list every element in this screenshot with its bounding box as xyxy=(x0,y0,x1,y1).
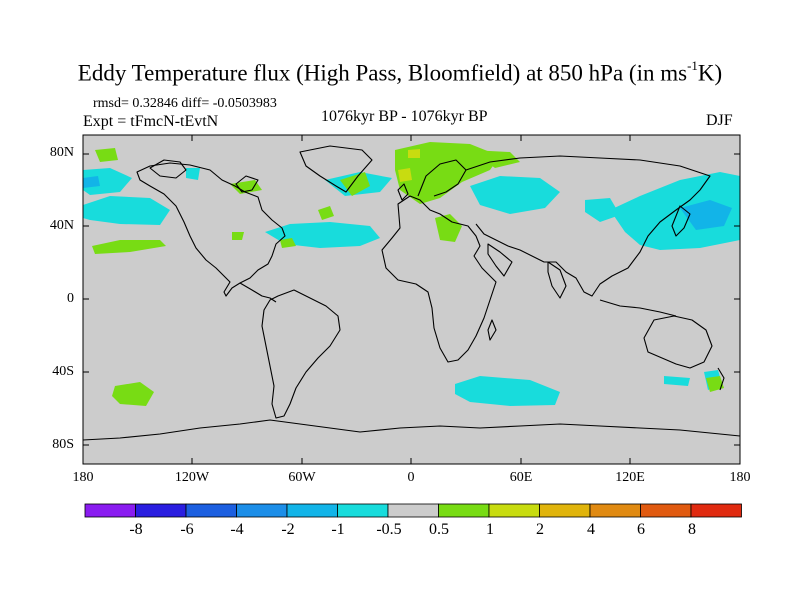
coastlines xyxy=(83,145,740,441)
lon-label-120e: 120E xyxy=(615,470,645,485)
central-asia-patch xyxy=(585,198,620,222)
north-america-coast xyxy=(136,162,286,297)
map-title: Eddy Temperature flux (High Pass, Bloomf… xyxy=(0,58,800,87)
season-label: DJF xyxy=(706,112,733,129)
india xyxy=(547,261,567,299)
europe-africa-coast xyxy=(381,195,497,363)
atlantic-green-patch xyxy=(318,206,334,220)
colorbar-label-neg6: -6 xyxy=(180,521,194,538)
alaska xyxy=(149,159,187,179)
australia-coast xyxy=(643,315,713,369)
title-end: K) xyxy=(697,60,723,86)
arctic-america-patch xyxy=(95,148,118,162)
canada-interior-green-patch xyxy=(232,232,244,240)
colorbar-box-6 xyxy=(387,503,439,518)
colorbar-label-neg8: -8 xyxy=(129,521,143,538)
colorbar-box-0 xyxy=(84,503,136,518)
colorbar-label-pos2: 2 xyxy=(536,521,544,538)
anomaly-fields xyxy=(83,142,740,441)
colorbar-label-pos1: 1 xyxy=(486,521,494,538)
alaska-patch xyxy=(186,168,200,180)
experiment-label: Expt = tFmcN-tEvtN xyxy=(83,113,219,130)
scandinavia-core-patch xyxy=(398,168,412,182)
colorbar-box-11 xyxy=(640,503,692,518)
n-pacific-green-band xyxy=(92,240,166,254)
title-superscript: -1 xyxy=(687,58,698,73)
colorbar-box-12 xyxy=(690,503,742,518)
colorbar-label-neg05: -0.5 xyxy=(376,521,402,538)
title-main: Eddy Temperature flux (High Pass, Bloomf… xyxy=(77,60,688,86)
lat-label-40s: 40S xyxy=(52,364,74,379)
us-east-green-patch xyxy=(280,238,296,248)
lon-label-60w: 60W xyxy=(288,470,316,485)
axis-ticks xyxy=(82,135,741,464)
n-pacific-central-patch xyxy=(83,196,170,225)
colorbar-box-10 xyxy=(589,503,641,518)
colorbar-box-9 xyxy=(539,503,591,518)
japan xyxy=(671,205,691,237)
colorbar-box-4 xyxy=(286,503,338,518)
indian-ocean-small-patch xyxy=(664,376,690,386)
madagascar xyxy=(487,319,497,341)
british-isles xyxy=(397,183,409,201)
lon-label-180w: 180 xyxy=(72,470,94,485)
mediterranean-patch xyxy=(435,214,462,242)
japan-core-patch xyxy=(680,200,732,230)
lat-label-80s: 80S xyxy=(52,437,74,452)
colorbar-box-3 xyxy=(236,503,288,518)
colorbar-box-2 xyxy=(185,503,237,518)
new-zealand xyxy=(717,367,725,391)
europe-asia-patch xyxy=(470,176,560,214)
antarctica-coast xyxy=(83,419,740,441)
lat-label-80n: 80N xyxy=(49,145,74,160)
arabian-peninsula xyxy=(487,243,513,277)
colorbar-label-pos8: 8 xyxy=(688,521,696,538)
strong-negative-regions xyxy=(83,176,732,230)
lon-label-0: 0 xyxy=(407,470,415,485)
colorbar-box-8 xyxy=(488,503,540,518)
lon-label-120w: 120W xyxy=(174,470,210,485)
colorbar-boxes xyxy=(84,503,742,518)
indonesia xyxy=(599,299,677,317)
hudson-bay xyxy=(235,175,259,193)
lat-label-eq: 0 xyxy=(67,291,74,306)
pacific-west-core-patch xyxy=(83,176,100,188)
colorbar-label-neg4: -4 xyxy=(230,521,244,538)
colorbar-label-pos05: 0.5 xyxy=(429,521,449,538)
scandinavia-coast xyxy=(417,159,467,197)
southern-ocean-green-patch xyxy=(112,382,154,406)
colorbar-box-7 xyxy=(438,503,490,518)
colorbar-label-pos6: 6 xyxy=(637,521,645,538)
colorbar-box-5 xyxy=(337,503,389,518)
lat-label-40n: 40N xyxy=(49,218,74,233)
strong-positive-regions xyxy=(398,149,420,182)
lon-label-180e: 180 xyxy=(729,470,751,485)
colorbar-box-1 xyxy=(135,503,187,518)
stats-label: rmsd= 0.32846 diff= -0.0503983 xyxy=(93,96,277,111)
lon-label-60e: 60E xyxy=(509,470,533,485)
arctic-core-patch xyxy=(408,149,420,158)
greenland xyxy=(299,145,373,193)
colorbar-label-pos4: 4 xyxy=(587,521,595,538)
asia-coast xyxy=(465,155,711,297)
southern-ocean-atlantic-patch xyxy=(455,376,560,406)
period-label: 1076kyr BP - 1076kyr BP xyxy=(321,108,488,125)
arctic-russia-patch xyxy=(470,150,520,168)
colorbar-label-neg1: -1 xyxy=(331,521,345,538)
indian-ocean-green-patch xyxy=(706,376,724,392)
colorbar-label-neg2: -2 xyxy=(281,521,295,538)
south-america-coast xyxy=(261,289,341,419)
n-pacific-west-patch xyxy=(83,168,132,195)
canada-green-patch xyxy=(230,180,262,194)
